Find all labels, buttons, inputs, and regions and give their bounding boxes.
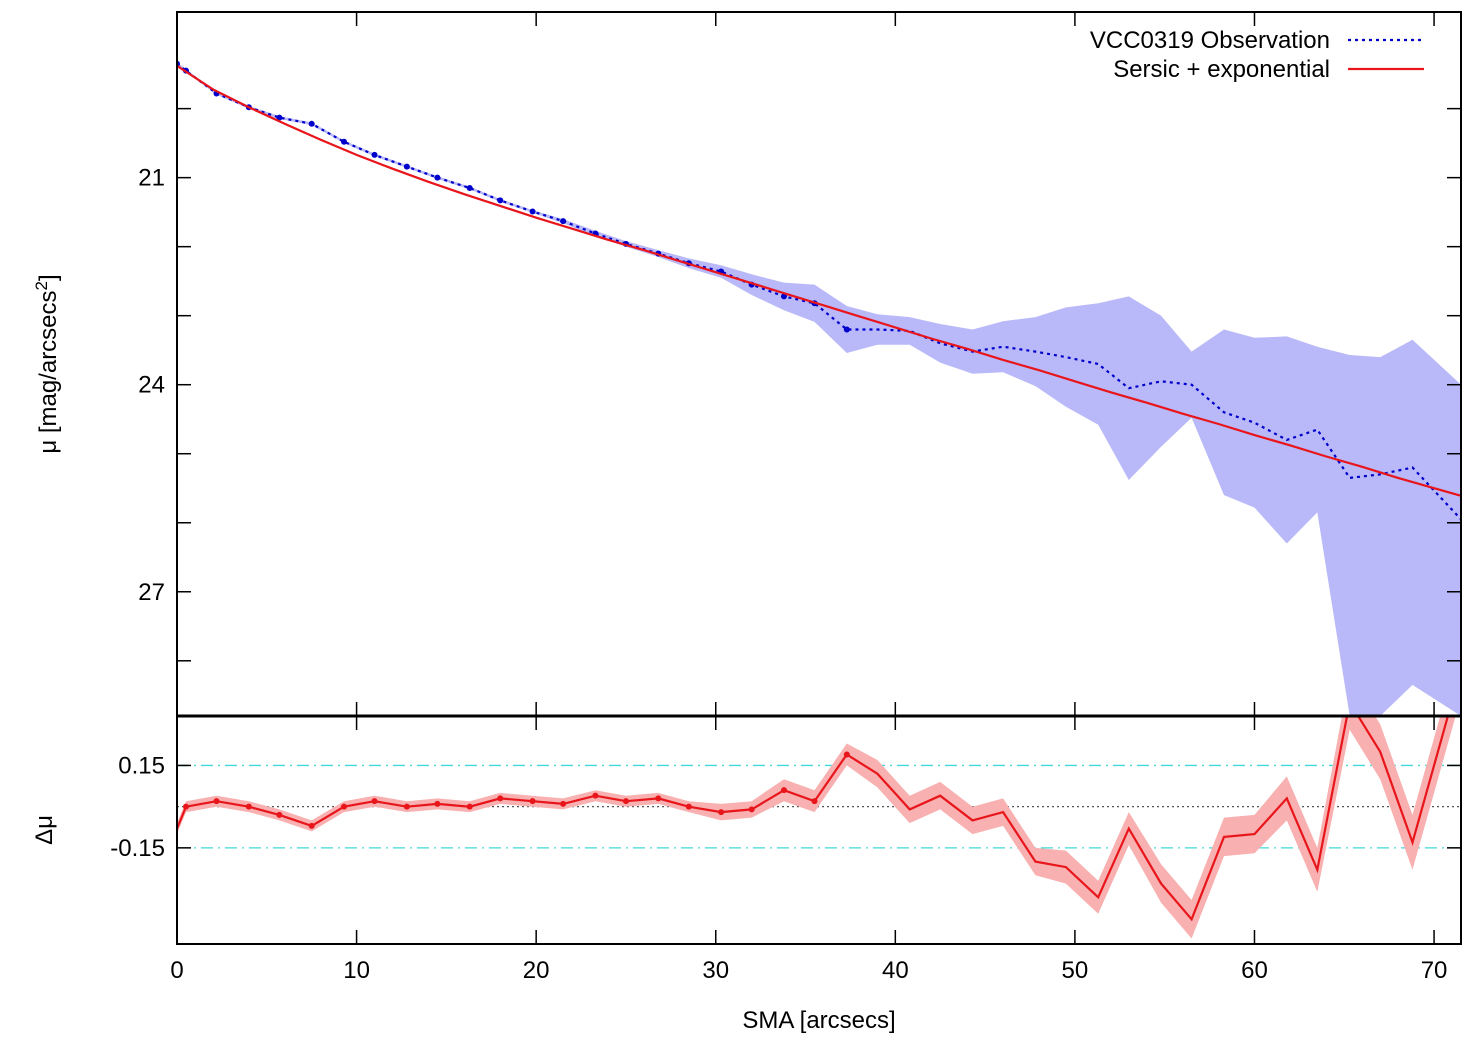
- x-tick-label: 0: [170, 957, 183, 984]
- plot-frames: [176, 11, 1462, 945]
- legend-label-observation: VCC0319 Observation: [1090, 27, 1330, 54]
- residual-point: [434, 800, 441, 807]
- observation-point: [780, 293, 787, 300]
- y-tick-label: 24: [138, 372, 165, 399]
- y-axis-label-superscript: 2: [32, 281, 51, 290]
- residual-point: [560, 800, 567, 807]
- residual-point: [466, 803, 473, 810]
- y-tick-label: 27: [138, 579, 165, 606]
- y-axis-label-end: ]: [35, 274, 62, 281]
- residual-y-tick-label: 0.15: [118, 752, 165, 779]
- observation-point: [341, 138, 348, 145]
- profile-plot-area: [177, 60, 1461, 716]
- x-tick-label: 10: [343, 957, 370, 984]
- residual-point: [276, 811, 283, 818]
- observation-point: [497, 197, 504, 204]
- x-tick-label: 40: [882, 957, 909, 984]
- residual-point: [748, 806, 755, 813]
- observation-uncertainty-band: [177, 62, 1461, 716]
- sersic-exponential-fit-line: [177, 64, 1461, 497]
- legend-label-fit: Sersic + exponential: [1113, 56, 1330, 83]
- observation-point: [560, 218, 567, 225]
- x-tick-label: 70: [1421, 957, 1448, 984]
- residual-point: [403, 803, 410, 810]
- residual-point: [685, 803, 692, 810]
- residual-point: [529, 798, 536, 805]
- residual-plot-area: [177, 716, 1461, 939]
- residual-point: [182, 803, 189, 810]
- observation-point: [308, 120, 315, 127]
- residual-point: [371, 798, 378, 805]
- residual-y-tick-label: -0.15: [110, 835, 165, 862]
- residual-point: [843, 751, 850, 758]
- observation-point: [403, 163, 410, 170]
- residual-point: [213, 798, 220, 805]
- residual-uncertainty-band: [177, 716, 1456, 939]
- residual-point: [341, 803, 348, 810]
- observation-point: [434, 174, 441, 181]
- residual-point: [497, 795, 504, 802]
- residual-point: [718, 809, 725, 816]
- y-axis-label: μ [mag/arcsecs2]: [32, 274, 63, 453]
- x-tick-label: 60: [1241, 957, 1268, 984]
- residual-point: [308, 822, 315, 829]
- residual-point: [655, 795, 662, 802]
- observation-point: [843, 326, 850, 333]
- residual-y-axis-label: Δμ: [31, 815, 58, 845]
- residual-panel: 0.15 -0.15 0 10 20 30 40 50 60 70: [110, 716, 1461, 984]
- profile-panel: 21 24 27: [138, 12, 1461, 716]
- residual-point: [780, 787, 787, 794]
- y-tick-label: 21: [138, 165, 165, 192]
- axis-labels: μ [mag/arcsecs2] Δμ SMA [arcsecs]: [31, 274, 896, 1034]
- x-axis-label: SMA [arcsecs]: [742, 1007, 895, 1034]
- x-tick-label: 50: [1062, 957, 1089, 984]
- y-axis-label-main: μ [mag/arcsecs: [35, 290, 62, 453]
- observation-point: [466, 185, 473, 191]
- residual-point: [592, 792, 599, 799]
- observation-point: [276, 114, 283, 121]
- residual-point: [245, 803, 252, 810]
- x-tick-label: 30: [702, 957, 729, 984]
- observation-point: [371, 151, 378, 158]
- observation-point: [529, 208, 536, 215]
- residual-point: [622, 798, 629, 805]
- residual-line: [177, 716, 1450, 922]
- residual-point: [811, 798, 818, 805]
- x-tick-label: 20: [523, 957, 550, 984]
